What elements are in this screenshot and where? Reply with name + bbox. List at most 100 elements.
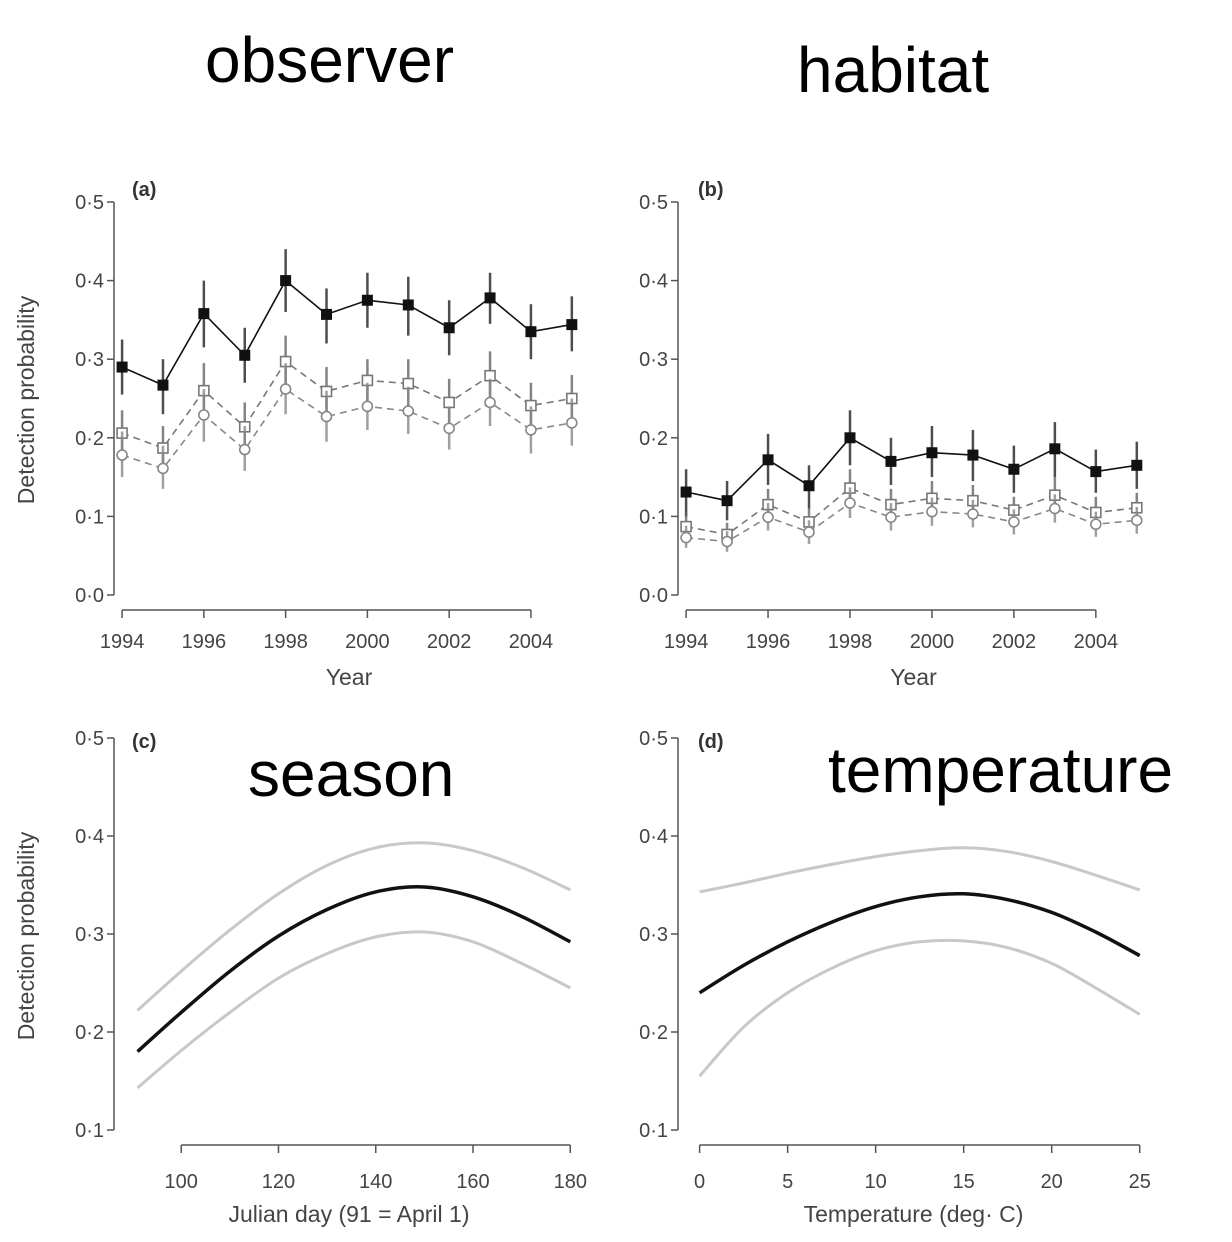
panel-c: 0·1 0·2 0·3 0·4 0·5 100 120 140 160 180 Julian day…: [13, 728, 587, 1227]
data-point: [279, 383, 292, 395]
data-point: [1131, 459, 1143, 471]
y-tick-label: 0·2: [639, 428, 668, 450]
x-tick-label: 2004: [509, 631, 554, 653]
data-point: [443, 396, 455, 409]
curve-upper: [699, 846, 1141, 894]
x-tick-label: 2002: [427, 631, 472, 653]
series-filled-square: [680, 410, 1143, 521]
x-tick-label: 2002: [992, 631, 1037, 653]
x-tick-label: 1994: [100, 631, 145, 653]
x-axis-title: Julian day (91 = April 1): [229, 1201, 470, 1227]
y-tick-label: 0·3: [639, 924, 668, 946]
data-point: [1049, 443, 1061, 455]
x-tick-label: 160: [456, 1171, 489, 1193]
data-point: [967, 508, 979, 520]
series-open-circle: [116, 363, 578, 489]
y-tick-label: 0·2: [639, 1022, 668, 1044]
data-point: [157, 379, 169, 391]
data-point: [321, 308, 333, 320]
data-point: [402, 299, 414, 311]
x-axis-title: Temperature (deg· C): [804, 1201, 1024, 1227]
y-tick-label: 0·5: [75, 192, 104, 214]
data-point: [680, 531, 692, 544]
series-line-open-square: [121, 360, 572, 449]
data-point: [926, 505, 938, 518]
series-open-square: [116, 335, 578, 470]
overlay-label-habitat: habitat: [797, 34, 990, 106]
data-point: [1008, 516, 1020, 528]
data-point: [280, 275, 292, 287]
panel-label: (c): [132, 731, 156, 753]
data-point: [566, 319, 578, 331]
y-tick-label: 0·1: [75, 506, 104, 528]
y-tick-label: 0·1: [75, 1120, 104, 1142]
data-point: [238, 443, 251, 456]
y-axis-title: Detection probability: [13, 295, 39, 504]
series-line-filled-square: [685, 436, 1137, 502]
data-point: [967, 449, 979, 461]
data-point: [721, 495, 733, 507]
x-tick-label: 100: [165, 1171, 198, 1193]
y-tick-label: 0·3: [75, 924, 104, 946]
data-point: [721, 535, 733, 548]
curve-upper: [136, 841, 571, 1012]
x-tick-label: 1996: [746, 631, 791, 653]
y-tick-label: 0·4: [639, 826, 668, 848]
data-point: [844, 432, 856, 444]
data-point: [402, 405, 415, 417]
series-line-open-circle: [686, 502, 1137, 543]
x-tick-label: 120: [262, 1171, 295, 1193]
data-point: [361, 400, 374, 413]
series-open-circle: [680, 487, 1143, 552]
curve-estimate: [698, 891, 1141, 995]
x-axis-title: Year: [326, 664, 373, 690]
x-tick-label: 20: [1041, 1171, 1063, 1193]
series-open-square: [680, 469, 1143, 547]
x-tick-label: 5: [782, 1171, 793, 1193]
data-point: [762, 511, 774, 523]
overlay-label-season: season: [248, 738, 455, 810]
curve-lower: [136, 930, 571, 1090]
y-tick-label: 0·1: [639, 1120, 668, 1142]
curve-lower: [698, 938, 1141, 1078]
y-tick-label: 0·0: [75, 585, 104, 607]
x-tick-label: 1998: [828, 631, 873, 653]
data-point: [1131, 514, 1143, 527]
data-point: [762, 454, 774, 466]
overlay-label-observer: observer: [205, 24, 454, 96]
y-tick-label: 0·1: [639, 506, 668, 528]
y-tick-label: 0·5: [639, 728, 668, 750]
y-axis-title: Detection probability: [13, 831, 39, 1040]
x-tick-label: 0: [694, 1171, 705, 1193]
data-point: [844, 497, 856, 509]
series-line-open-square: [685, 487, 1137, 536]
x-tick-label: 1994: [664, 631, 709, 653]
data-point: [1049, 502, 1061, 515]
series-line-open-circle: [121, 387, 572, 470]
data-point: [885, 511, 897, 523]
data-point: [443, 322, 455, 334]
y-tick-label: 0·2: [75, 1022, 104, 1044]
series-filled-square: [116, 249, 578, 415]
data-point: [361, 294, 373, 306]
y-tick-label: 0·4: [639, 271, 668, 293]
x-tick-label: 2000: [910, 631, 955, 653]
x-tick-label: 1996: [182, 631, 227, 653]
x-tick-label: 25: [1129, 1171, 1151, 1193]
data-point: [1008, 463, 1020, 475]
data-point: [484, 292, 496, 304]
data-point: [1090, 466, 1102, 478]
y-tick-label: 0·5: [75, 728, 104, 750]
data-point: [116, 449, 128, 461]
y-tick-label: 0·3: [75, 349, 104, 371]
x-tick-label: 2004: [1074, 631, 1119, 653]
y-tick-label: 0·5: [639, 192, 668, 214]
panel-label: (d): [698, 731, 724, 753]
data-point: [198, 409, 210, 421]
x-tick-label: 140: [359, 1171, 392, 1193]
data-point: [566, 417, 578, 429]
data-point: [116, 361, 128, 373]
y-tick-label: 0·0: [639, 585, 668, 607]
panel-d: 0·1 0·2 0·3 0·4 0·5 0 5 10 15 20 25 Temperature (de…: [639, 728, 1151, 1227]
